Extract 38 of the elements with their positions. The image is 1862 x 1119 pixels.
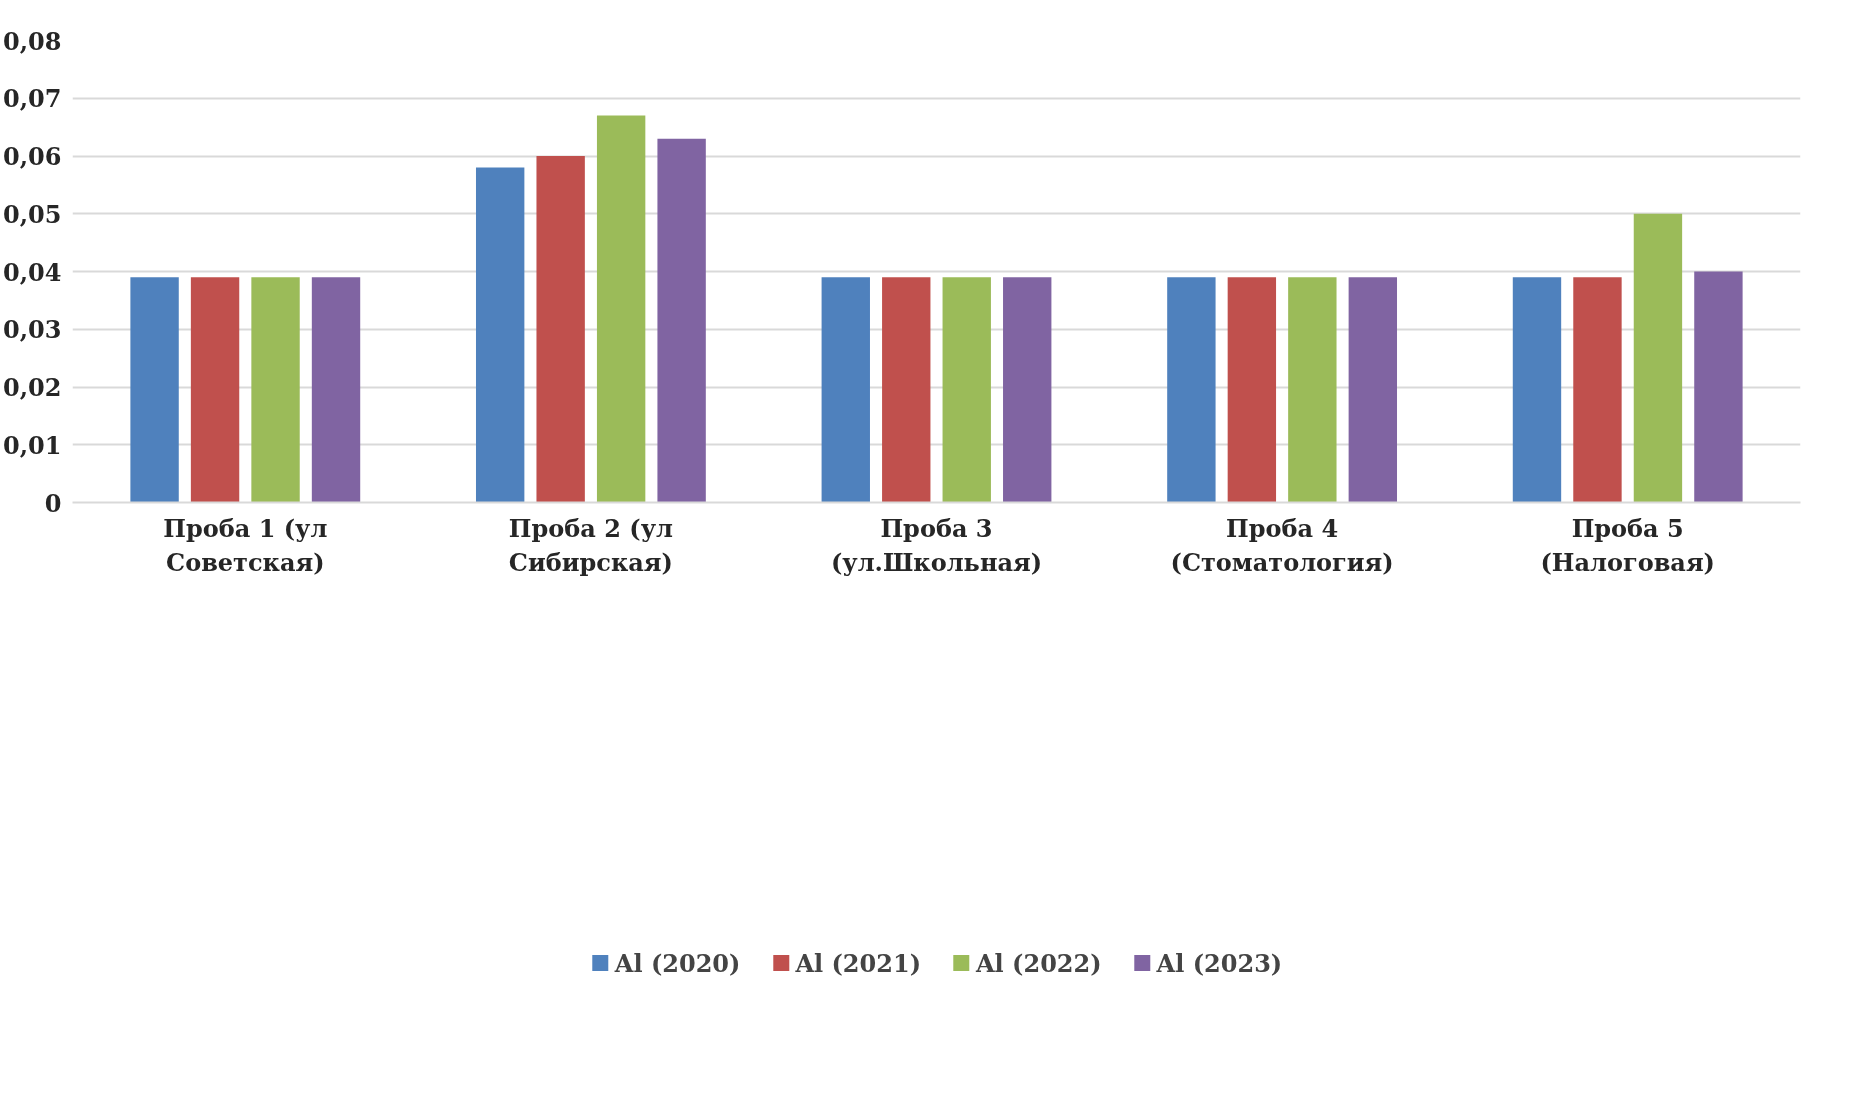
bar	[821, 277, 870, 503]
bar	[1348, 277, 1398, 503]
y-tick-label: 0	[44, 488, 62, 518]
x-tick-label: Проба 1 (ул Советская)	[163, 513, 328, 578]
legend-label: Al (2023)	[1156, 948, 1283, 978]
bar	[251, 277, 300, 503]
bar	[1003, 277, 1052, 503]
bar	[1694, 271, 1743, 503]
bar	[1288, 277, 1337, 503]
legend-label: Al (2020)	[614, 948, 741, 978]
bar	[1512, 277, 1562, 503]
bar	[657, 138, 706, 503]
bar	[1573, 277, 1622, 503]
bar	[942, 277, 991, 503]
y-tick-label: 0,07	[3, 84, 62, 114]
legend-label: Al (2022)	[976, 948, 1102, 978]
y-tick-label: 0,08	[3, 26, 62, 56]
y-tick-label: 0,03	[3, 315, 62, 345]
y-tick-label: 0,02	[3, 373, 62, 402]
x-tick-label: Проба 3 (ул.Школьная)	[830, 513, 1043, 578]
y-tick-label: 0,06	[3, 142, 62, 171]
x-tick-label: Проба 5 (Налоговая)	[1540, 513, 1715, 578]
y-tick-label: 0,05	[3, 199, 62, 229]
bar	[596, 115, 646, 503]
bar	[536, 156, 585, 503]
bar	[1633, 213, 1683, 503]
y-tick-label: 0,04	[3, 257, 62, 287]
bar	[311, 277, 361, 503]
bar	[1227, 277, 1277, 503]
legend-label: Al (2021)	[795, 948, 921, 978]
bar	[130, 277, 179, 503]
x-tick-label: Проба 2 (ул Сибирская)	[508, 513, 674, 578]
y-tick-label: 0,01	[3, 430, 62, 460]
x-tick-label: Проба 4 (Стоматология)	[1170, 513, 1394, 578]
bar	[475, 167, 525, 503]
bar	[882, 277, 931, 503]
bar	[190, 277, 240, 503]
bar	[1167, 277, 1216, 503]
